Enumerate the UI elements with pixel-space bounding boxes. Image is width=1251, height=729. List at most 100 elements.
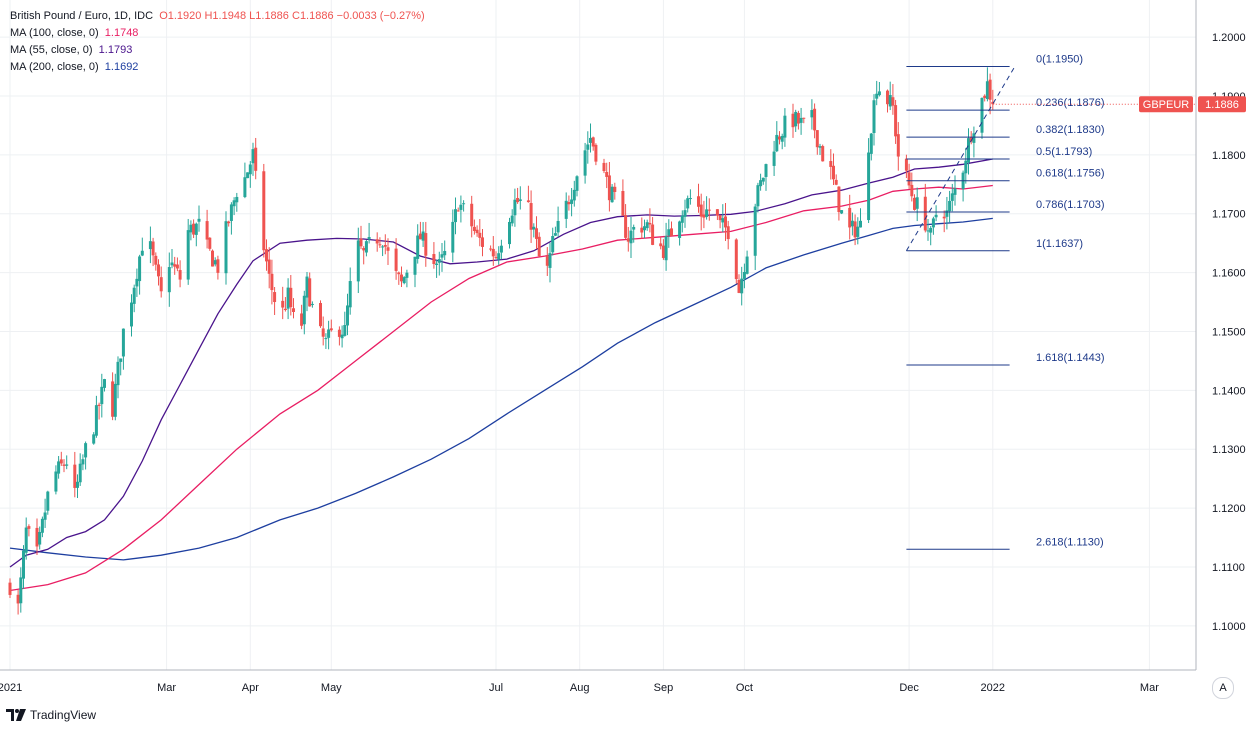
candle-body (243, 177, 247, 198)
tradingview-branding[interactable]: TradingView (6, 708, 96, 722)
legend-title: British Pound / Euro, 1D, IDC (10, 10, 154, 22)
auto-scale-button[interactable]: A (1212, 677, 1234, 699)
candle-body (97, 404, 101, 406)
candle-body (267, 259, 271, 274)
candle-body (119, 358, 123, 362)
candle-body (167, 267, 171, 293)
candle-body (678, 221, 682, 238)
candle-body (980, 97, 984, 133)
candle-body (305, 276, 309, 298)
candle-body (813, 108, 817, 131)
candle-body (626, 238, 630, 242)
candle-body (764, 164, 768, 177)
candle-body (43, 512, 47, 520)
candle-body (529, 203, 533, 230)
fibonacci-retracement[interactable]: 0(1.1950) 0.236(1.1876) 0.382(1.1830) 0.5(1… (905, 54, 1105, 550)
time-axis[interactable]: 2021 Mar Apr May Jul Aug Sep Oct Dec 2022 Mar (0, 682, 1159, 694)
candle-body (154, 255, 158, 265)
candle-body (629, 230, 633, 244)
candle-body (329, 328, 333, 331)
candle-body (265, 249, 268, 262)
candle-body (456, 210, 460, 212)
candle-body (475, 229, 479, 234)
candle-body (904, 158, 908, 171)
legend-ma100-row: MA (100, close, 0) 1.1748 (10, 25, 425, 42)
candle-body (229, 204, 233, 221)
candle-body (497, 253, 501, 260)
candle-body (737, 279, 741, 293)
candle-body (572, 189, 576, 201)
candle-body (983, 95, 987, 98)
candle-body (157, 264, 160, 277)
price-tick-label: 1.1200 (1212, 503, 1246, 515)
candle-body (972, 133, 976, 143)
time-tick-label: Apr (242, 682, 259, 694)
candle-body (92, 434, 96, 444)
candle-body (945, 210, 949, 217)
candle-body (872, 100, 876, 134)
candle-body (586, 144, 590, 150)
price-tick-label: 1.1600 (1212, 268, 1246, 280)
candle-body (405, 272, 409, 278)
candle-body (607, 175, 611, 201)
legend-ma100-value: 1.1748 (104, 27, 139, 39)
candle-body (375, 239, 379, 244)
candle-body (383, 244, 387, 247)
candle-body (772, 151, 776, 166)
candle-body (985, 81, 989, 100)
legend-close: 1.1886 (299, 10, 334, 22)
candle-body (343, 325, 347, 336)
legend-open: 1.1920 (167, 10, 202, 22)
candle-body (54, 471, 58, 492)
candle-body (103, 379, 106, 388)
candle-body (680, 215, 684, 223)
candle-body (57, 461, 61, 474)
candle-body (667, 229, 671, 236)
candle-body (151, 241, 155, 256)
candle-body (726, 226, 730, 240)
candle-body (362, 247, 366, 251)
legend-open-label: O (159, 10, 168, 22)
candle-body (913, 197, 916, 210)
candle-body (424, 233, 428, 256)
candle-body (683, 210, 687, 217)
candle-body (740, 278, 744, 294)
fib-level-label: 0(1.1950) (1036, 54, 1083, 66)
ma55-line-layer (9, 158, 993, 568)
candle-body (721, 218, 725, 223)
candle-body (208, 237, 212, 249)
candle-body (454, 209, 457, 223)
price-tick-label: 1.1400 (1212, 385, 1246, 397)
candle-body (778, 136, 781, 140)
candle-body (775, 134, 779, 152)
candle-body (135, 278, 139, 287)
candle-body (292, 308, 295, 312)
fib-level-label: 0.5(1.1793) (1036, 146, 1092, 158)
candle-body (159, 277, 163, 292)
symbol-badge-text: GBPEUR (1143, 99, 1190, 111)
candle-body (837, 186, 841, 213)
candle-body (967, 138, 970, 163)
candle-body (178, 270, 182, 280)
candle-body (324, 338, 328, 340)
candle-body (818, 146, 822, 148)
candle-body (462, 203, 466, 205)
candle-body (759, 180, 763, 187)
ma100-line (9, 184, 993, 592)
candle-body (929, 227, 933, 233)
time-tick-label: Dec (899, 682, 919, 694)
candle-body (302, 295, 306, 325)
candle-body (651, 224, 655, 245)
candle-body (138, 256, 142, 282)
legend-symbol-row: British Pound / Euro, 1D, IDC O1.1920 H1… (10, 8, 425, 25)
candle-body (173, 264, 177, 267)
ma200-line-layer (9, 217, 993, 561)
candle-body (19, 577, 23, 604)
fib-level-label: 1(1.1637) (1036, 238, 1083, 250)
candle-body (367, 237, 371, 240)
candle-body (953, 188, 957, 195)
candle-body (186, 230, 190, 280)
candle-body (575, 176, 579, 191)
candle-body (121, 328, 125, 357)
